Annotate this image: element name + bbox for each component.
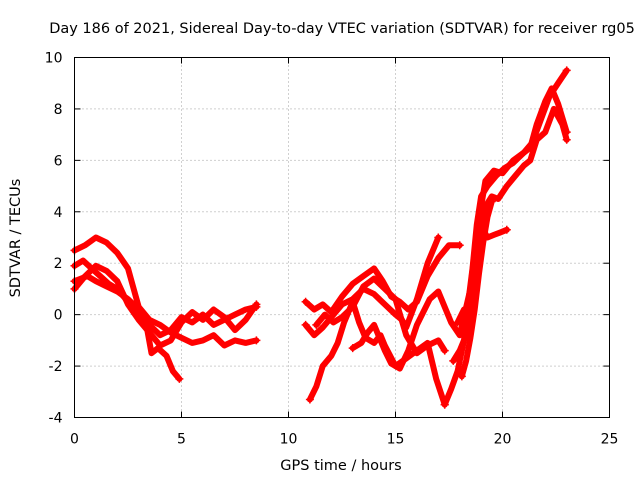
plus-marker	[348, 344, 357, 353]
y-axis-label: SDTVAR / TECUs	[8, 179, 24, 298]
series-band	[71, 262, 260, 349]
x-axis-label: GPS time / hours	[280, 458, 401, 474]
chart-title: Day 186 of 2021, Sidereal Day-to-day VTE…	[49, 21, 635, 37]
plus-marker	[175, 374, 184, 383]
plus-marker	[457, 372, 466, 381]
series-band	[458, 198, 495, 380]
plus-marker	[440, 346, 449, 355]
plus-marker	[455, 241, 464, 250]
series-track-13	[457, 197, 496, 381]
ticks-layer: 0 5 10 15 20 25 -4 -2 0 2 4 6 8 10	[45, 51, 619, 448]
y-tick-label: -4	[49, 411, 63, 427]
y-tick-label: 8	[54, 102, 63, 118]
x-tick-label: 15	[387, 432, 405, 448]
plus-marker	[440, 400, 449, 409]
plus-marker	[252, 336, 261, 345]
x-tick-label: 5	[177, 432, 186, 448]
plus-marker	[305, 395, 314, 404]
plus-marker	[312, 320, 321, 329]
x-tick-label: 10	[280, 432, 298, 448]
y-tick-label: 4	[54, 205, 63, 221]
y-tick-label: 10	[45, 51, 63, 67]
plus-marker	[487, 197, 496, 206]
plot-frame	[74, 57, 610, 418]
series-band	[71, 234, 260, 349]
series-track-11	[449, 105, 571, 365]
series-band	[313, 275, 448, 357]
series-track-6	[301, 233, 443, 339]
plus-marker	[562, 135, 571, 144]
series-band	[302, 242, 463, 316]
plus-marker	[449, 356, 458, 365]
y-tick-label: 0	[54, 308, 63, 324]
grid-layer	[74, 57, 610, 418]
series-band	[302, 234, 442, 339]
plus-marker	[562, 66, 571, 75]
y-tick-label: 2	[54, 256, 63, 272]
plus-marker	[301, 297, 310, 306]
series-track-8	[312, 275, 449, 357]
traces-layer	[70, 66, 571, 409]
x-tick-label: 20	[494, 432, 512, 448]
x-tick-label: 25	[601, 432, 619, 448]
y-tick-label: -2	[49, 359, 63, 375]
series-track-5	[301, 241, 464, 316]
plus-marker	[502, 225, 511, 234]
x-tick-label: 0	[70, 432, 79, 448]
y-tick-label: 6	[54, 153, 63, 169]
series-band	[441, 85, 570, 408]
plus-marker	[434, 233, 443, 242]
plus-marker	[301, 320, 310, 329]
plus-marker	[252, 300, 261, 309]
plus-marker	[453, 318, 462, 327]
